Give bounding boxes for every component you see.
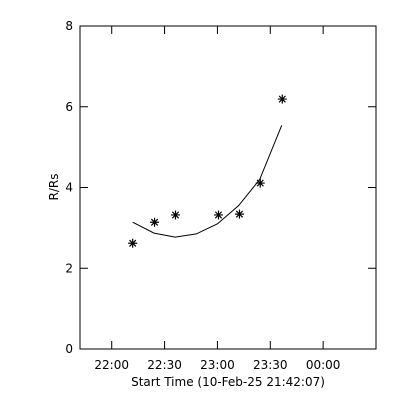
data-point <box>213 210 223 220</box>
x-tick-label: 23:30 <box>253 358 288 372</box>
data-point <box>170 210 180 220</box>
y-tick-label: 0 <box>65 342 73 356</box>
data-point <box>234 209 244 219</box>
y-tick-label: 6 <box>65 100 73 114</box>
y-tick-label: 8 <box>65 19 73 33</box>
x-tick-label: 23:00 <box>200 358 235 372</box>
data-point <box>255 178 265 188</box>
x-axis-label: Start Time (10-Feb-25 21:42:07) <box>131 375 325 389</box>
y-axis-label: R/Rs <box>47 174 61 201</box>
y-tick-label: 2 <box>65 261 73 275</box>
x-tick-label: 00:00 <box>306 358 341 372</box>
data-point <box>150 217 160 227</box>
data-point <box>277 94 287 104</box>
data-point <box>128 238 138 248</box>
y-tick-label: 4 <box>65 181 73 195</box>
x-tick-label: 22:30 <box>147 358 182 372</box>
x-tick-label: 22:00 <box>94 358 129 372</box>
plot-frame <box>79 25 377 350</box>
fit-line <box>132 125 283 238</box>
